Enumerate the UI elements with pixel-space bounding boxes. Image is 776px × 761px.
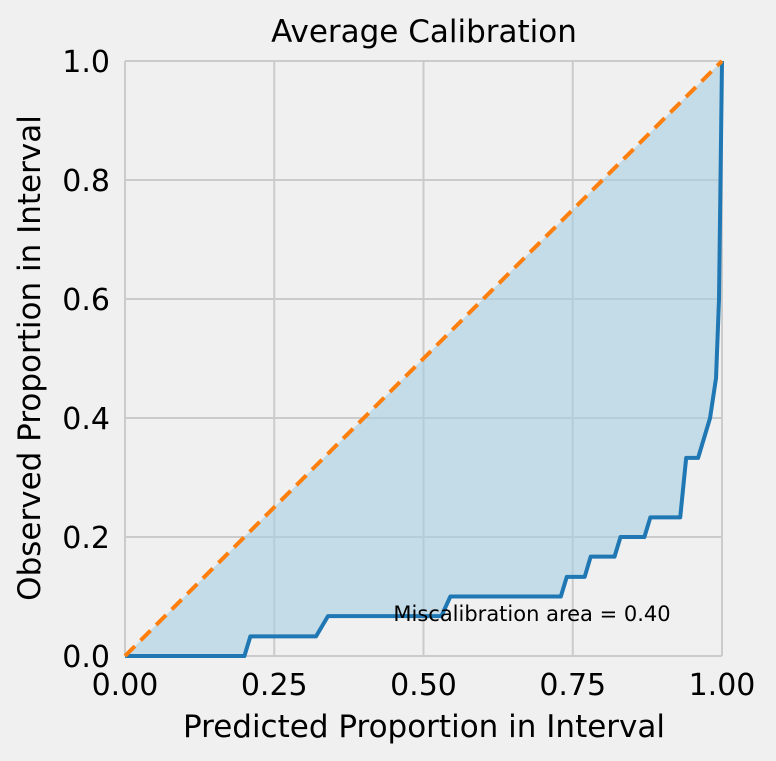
y-axis-label: Observed Proportion in Interval bbox=[12, 115, 48, 601]
y-tick-label: 0.6 bbox=[62, 283, 110, 318]
tick-labels: 0.00 0.25 0.50 0.75 1.00 0.0 0.2 0.4 0.6 0.8 1.0 bbox=[62, 45, 755, 703]
observed-calibration-line bbox=[125, 60, 724, 658]
x-axis-label: Predicted Proportion in Interval bbox=[183, 709, 665, 745]
series-layer bbox=[123, 59, 724, 658]
y-tick-label: 0.2 bbox=[62, 521, 110, 556]
x-tick-label: 0.75 bbox=[539, 668, 606, 703]
miscalibration-annotation: Miscalibration area = 0.40 bbox=[393, 602, 670, 626]
x-tick-label: 0.50 bbox=[390, 668, 457, 703]
y-tick-label: 1.0 bbox=[62, 45, 110, 80]
ideal-calibration-line bbox=[123, 59, 724, 658]
x-tick-label: 0.25 bbox=[241, 668, 308, 703]
y-tick-label: 0.4 bbox=[62, 402, 110, 437]
y-tick-label: 0.0 bbox=[62, 640, 110, 675]
y-tick-label: 0.8 bbox=[62, 164, 110, 199]
chart-title: Average Calibration bbox=[271, 14, 577, 50]
x-tick-label: 1.00 bbox=[689, 668, 756, 703]
x-tick-label: 0.00 bbox=[92, 668, 159, 703]
